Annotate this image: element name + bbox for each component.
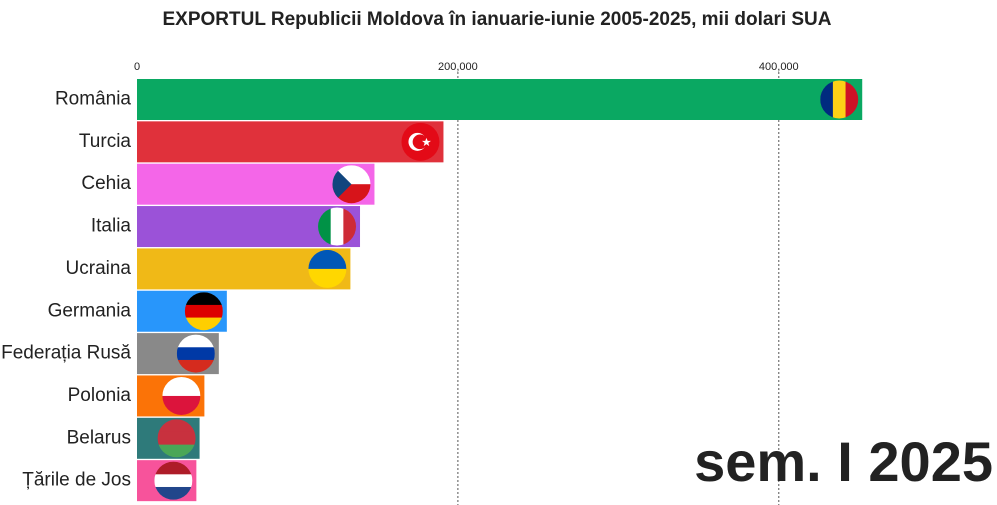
flag (176, 334, 215, 373)
flag-stripe (154, 486, 193, 500)
flag-stripe (162, 395, 201, 415)
flag-stripe (845, 80, 859, 119)
flag (401, 122, 440, 161)
flag-stripe (330, 207, 344, 246)
x-tick-label: 200,000 (438, 61, 478, 73)
y-tick-label: Turcia (79, 131, 132, 152)
y-tick-label: Federația Rusă (1, 343, 131, 364)
bar (137, 79, 863, 120)
flag (820, 80, 859, 119)
flag-stripe (154, 474, 193, 488)
y-tick-label: Polonia (68, 385, 132, 406)
flag-stripe (184, 317, 223, 331)
flag-triangle (332, 165, 352, 204)
flag-stripe (820, 80, 834, 119)
flag (157, 419, 196, 458)
flag (308, 249, 347, 288)
flag-stripe (343, 207, 357, 246)
y-tick-label: Belarus (67, 427, 131, 448)
y-tick-label: Cehia (81, 173, 131, 194)
flag-stripe (176, 347, 215, 361)
y-tick-label: Ucraina (66, 258, 132, 279)
flag (184, 292, 223, 331)
flag-stripe (154, 461, 193, 475)
flag-stripe (162, 376, 201, 397)
flag-stripe (176, 334, 215, 348)
flag-stripe (318, 207, 332, 246)
x-tick-label: 400,000 (759, 61, 799, 73)
y-tick-label: Țările de Jos (22, 470, 131, 491)
x-tick-label: 0 (134, 61, 140, 73)
flag-stripe (184, 304, 223, 319)
flag (332, 165, 371, 204)
flag (162, 376, 201, 415)
flag-stripe (176, 359, 215, 373)
flag (318, 207, 357, 246)
flag-stripe (157, 444, 196, 458)
chart-title: EXPORTUL Republicii Moldova în ianuarie-… (162, 9, 831, 30)
flag-stripe (308, 268, 347, 288)
flag-star (421, 137, 431, 147)
period-label: sem. I 2025 (694, 430, 993, 493)
y-tick-label: Italia (91, 216, 132, 237)
bar (137, 121, 444, 163)
flag-crescent (412, 134, 428, 150)
flag-stripe (157, 419, 196, 433)
flag-stripe (157, 431, 196, 446)
flag (154, 461, 193, 500)
flag-stripe (832, 80, 847, 119)
flag-stripe (308, 249, 347, 270)
y-tick-label: România (55, 89, 131, 110)
flag-stripe (184, 292, 223, 306)
y-tick-label: Germania (48, 300, 132, 321)
